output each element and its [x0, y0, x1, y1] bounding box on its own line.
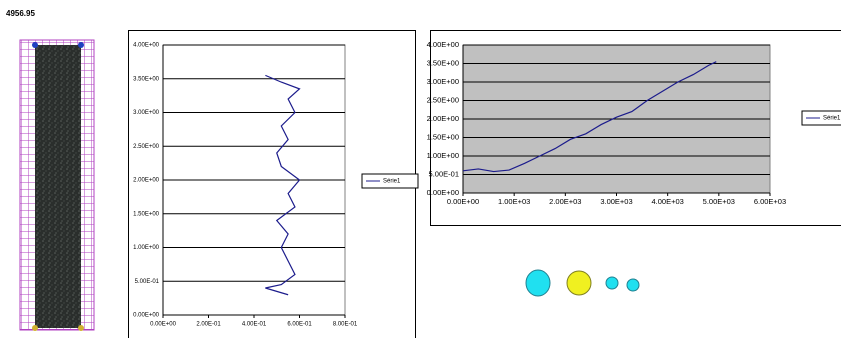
y-tick-label: 2.50E+00 [133, 144, 160, 150]
legend-box [801, 110, 841, 126]
x-tick-label: 2.00E-01 [196, 322, 221, 328]
y-tick-label: 2.00E+00 [133, 178, 160, 184]
x-tick-label: 0.00E+00 [150, 322, 177, 328]
x-tick-label: 2.00E+03 [549, 197, 581, 206]
y-tick-label: 2.50E+00 [427, 95, 459, 104]
specimen [35, 45, 81, 328]
x-tick-label: 3.00E+03 [600, 197, 632, 206]
cell-value: 4956.95 [6, 9, 35, 18]
y-tick-label: 5.00E-01 [429, 169, 459, 178]
legend-label: Série1 [383, 179, 401, 185]
y-tick-label: 5.00E-01 [135, 279, 160, 285]
x-tick-label: 8.00E-01 [333, 322, 358, 328]
legend-box [361, 173, 419, 189]
x-tick-label: 0.00E+00 [447, 197, 479, 206]
circle-shape [566, 270, 592, 296]
y-tick-label: 2.00E+00 [427, 114, 459, 123]
y-tick-label: 1.00E+00 [133, 245, 160, 251]
shapes [525, 269, 640, 297]
marker [32, 325, 38, 331]
circle-shape [525, 269, 551, 297]
series-line [265, 74, 301, 296]
y-tick-label: 1.50E+00 [133, 211, 160, 217]
legend-label: Série1 [823, 116, 841, 122]
x-tick-label: 4.00E+03 [652, 197, 684, 206]
specimen-image [19, 39, 95, 331]
y-tick-label: 3.50E+00 [133, 76, 160, 82]
marker [78, 325, 84, 331]
x-tick-label: 5.00E+03 [703, 197, 735, 206]
y-tick-label: 1.00E+00 [427, 151, 459, 160]
circle-shape [605, 276, 619, 290]
marker [32, 42, 38, 48]
x-tick-label: 6.00E+03 [754, 197, 786, 206]
marker [78, 42, 84, 48]
circle-shape [626, 278, 640, 292]
x-tick-label: 6.00E-01 [287, 322, 312, 328]
y-tick-label: 4.00E+00 [427, 40, 459, 49]
y-tick-label: 3.50E+00 [427, 58, 459, 67]
x-tick-label: 4.00E-01 [242, 322, 267, 328]
y-tick-label: 1.50E+00 [427, 132, 459, 141]
series-line [462, 61, 717, 173]
y-tick-label: 3.00E+00 [133, 110, 160, 116]
y-tick-label: 4.00E+00 [133, 43, 160, 49]
y-tick-label: 0.00E+00 [427, 188, 459, 197]
y-tick-label: 3.00E+00 [427, 77, 459, 86]
y-tick-label: 0.00E+00 [133, 313, 160, 319]
x-tick-label: 1.00E+03 [498, 197, 530, 206]
